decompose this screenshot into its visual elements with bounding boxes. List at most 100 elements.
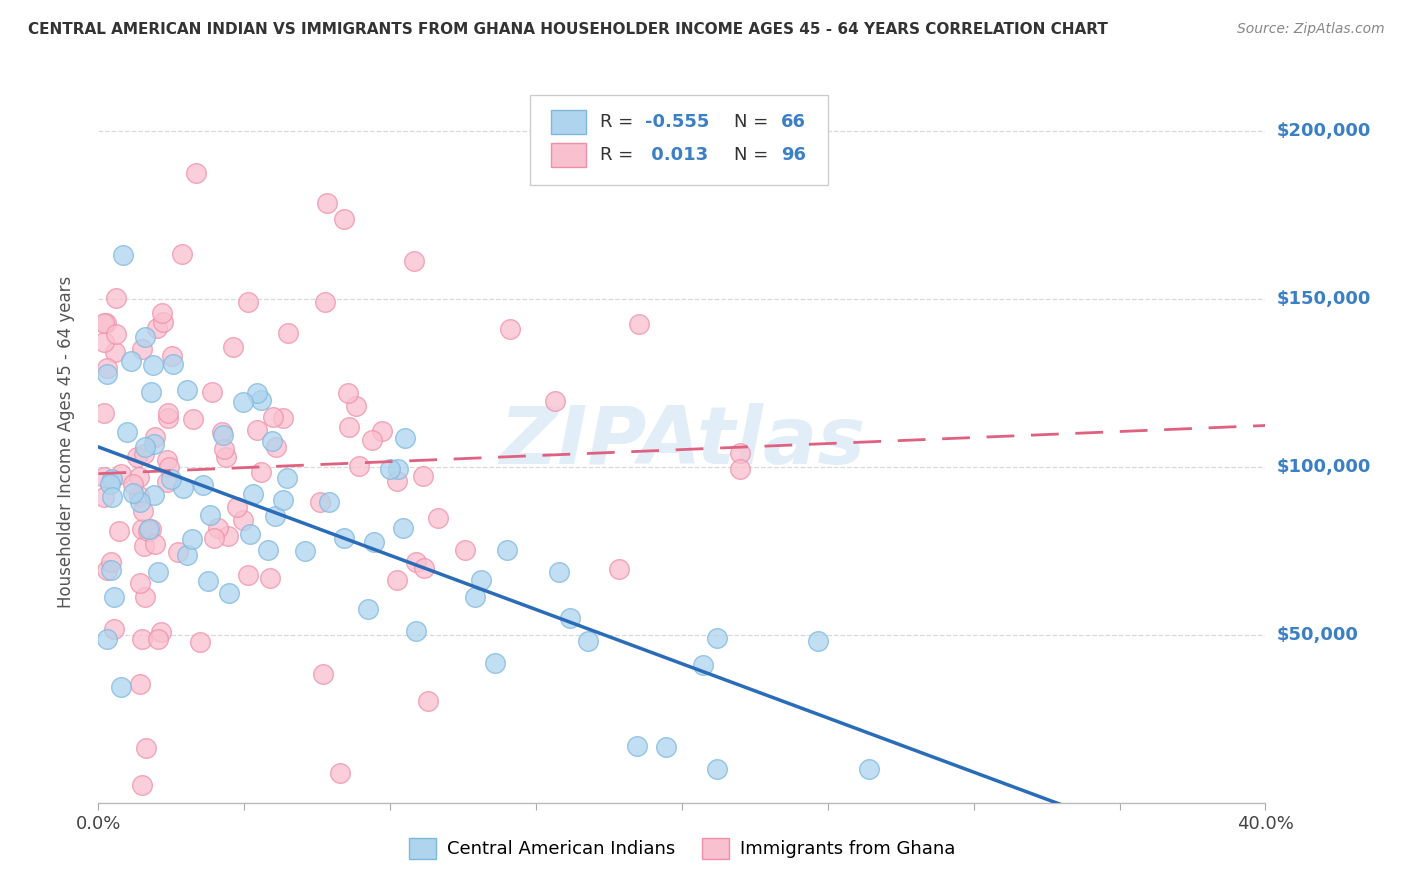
Point	[470, 573, 492, 587]
Point	[413, 561, 436, 575]
Point	[692, 658, 714, 673]
Point	[277, 326, 299, 341]
Point	[150, 306, 173, 320]
Point	[236, 567, 259, 582]
Point	[93, 491, 115, 505]
Point	[160, 349, 183, 363]
Point	[238, 295, 260, 310]
Point	[100, 555, 122, 569]
Point	[271, 411, 294, 425]
Point	[152, 315, 174, 329]
Point	[134, 440, 156, 454]
Point	[333, 212, 356, 227]
Point	[249, 393, 271, 408]
Point	[93, 406, 115, 420]
Point	[378, 462, 401, 476]
Point	[626, 739, 648, 754]
Point	[108, 524, 131, 539]
Point	[131, 522, 153, 536]
Point	[143, 430, 166, 444]
Point	[246, 423, 269, 437]
Point	[110, 467, 132, 481]
Text: -0.555: -0.555	[644, 113, 709, 131]
Point	[385, 573, 408, 587]
Point	[276, 471, 298, 485]
Point	[706, 631, 728, 645]
Text: Source: ZipAtlas.com: Source: ZipAtlas.com	[1237, 22, 1385, 37]
Point	[655, 739, 678, 754]
Point	[609, 562, 631, 576]
Point	[387, 462, 409, 476]
Point	[344, 400, 367, 414]
Point	[115, 425, 138, 439]
Point	[318, 495, 340, 509]
Point	[146, 632, 169, 646]
Point	[273, 492, 295, 507]
Point	[143, 437, 166, 451]
Point	[105, 326, 128, 341]
Point	[201, 384, 224, 399]
Point	[103, 591, 125, 605]
Point	[134, 539, 156, 553]
Point	[215, 450, 238, 464]
Point	[184, 166, 207, 180]
Point	[93, 470, 115, 484]
Point	[807, 633, 830, 648]
Point	[217, 529, 239, 543]
Point	[128, 489, 150, 503]
Point	[454, 542, 477, 557]
Point	[131, 778, 153, 792]
Text: R =: R =	[600, 145, 640, 164]
FancyBboxPatch shape	[530, 95, 828, 185]
Point	[142, 358, 165, 372]
Point	[200, 508, 222, 522]
Point	[391, 521, 413, 535]
Text: R =: R =	[600, 113, 640, 131]
Point	[558, 611, 581, 625]
Point	[730, 462, 752, 476]
Text: $150,000: $150,000	[1277, 290, 1371, 308]
Point	[162, 357, 184, 371]
Point	[93, 316, 115, 330]
Point	[259, 571, 281, 585]
Point	[207, 521, 229, 535]
Point	[249, 465, 271, 479]
Point	[100, 490, 122, 504]
Text: 66: 66	[782, 113, 806, 131]
Point	[363, 534, 385, 549]
Y-axis label: Householder Income Ages 45 - 64 years: Householder Income Ages 45 - 64 years	[56, 276, 75, 607]
Point	[371, 424, 394, 438]
Point	[316, 195, 339, 210]
Point	[628, 317, 651, 331]
Point	[191, 478, 214, 492]
Point	[135, 740, 157, 755]
Point	[544, 393, 567, 408]
Point	[131, 632, 153, 647]
Point	[93, 334, 115, 349]
Point	[110, 680, 132, 694]
Point	[266, 440, 288, 454]
Point	[131, 342, 153, 356]
Point	[159, 473, 181, 487]
Point	[103, 622, 125, 636]
Point	[105, 291, 128, 305]
Point	[145, 321, 167, 335]
Point	[197, 574, 219, 589]
Text: ZIPAtlas: ZIPAtlas	[499, 402, 865, 481]
Text: $50,000: $50,000	[1277, 626, 1358, 644]
FancyBboxPatch shape	[551, 111, 586, 134]
Point	[232, 394, 254, 409]
Point	[181, 412, 204, 426]
Point	[128, 470, 150, 484]
Point	[125, 450, 148, 464]
Point	[329, 765, 352, 780]
Point	[347, 458, 370, 473]
Point	[484, 656, 506, 670]
Point	[264, 509, 287, 524]
Point	[218, 586, 240, 600]
Point	[121, 476, 143, 491]
Point	[339, 419, 361, 434]
Point	[246, 385, 269, 400]
Point	[134, 591, 156, 605]
Point	[131, 504, 153, 518]
